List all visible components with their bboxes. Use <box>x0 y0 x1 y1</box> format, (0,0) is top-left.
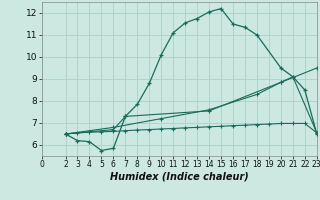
X-axis label: Humidex (Indice chaleur): Humidex (Indice chaleur) <box>110 172 249 182</box>
